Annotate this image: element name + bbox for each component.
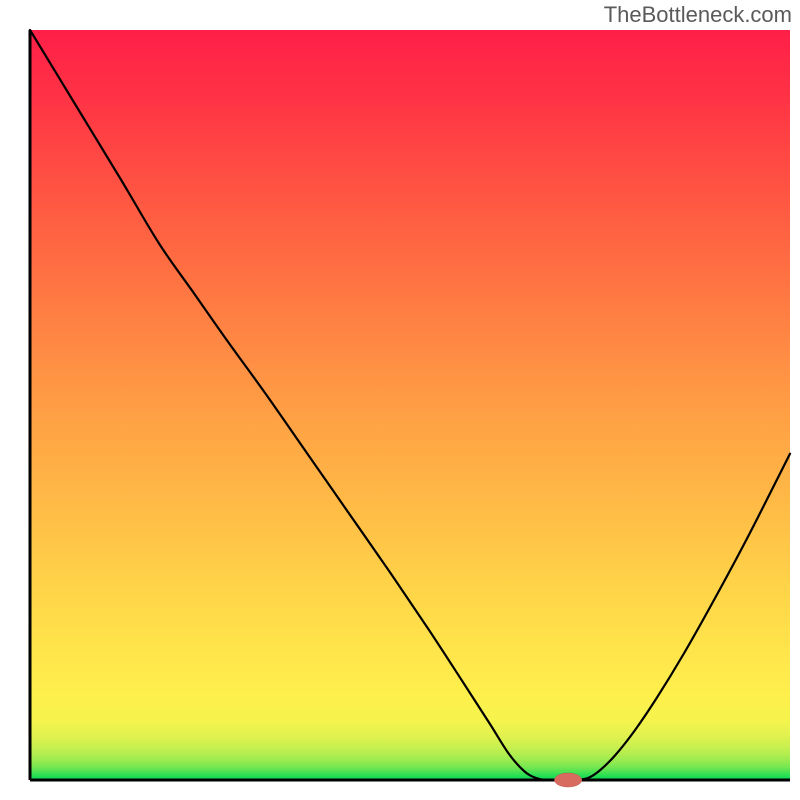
chart-svg (0, 0, 800, 800)
watermark-text: TheBottleneck.com (604, 2, 792, 28)
optimal-marker (554, 773, 581, 787)
bottleneck-chart: TheBottleneck.com (0, 0, 800, 800)
